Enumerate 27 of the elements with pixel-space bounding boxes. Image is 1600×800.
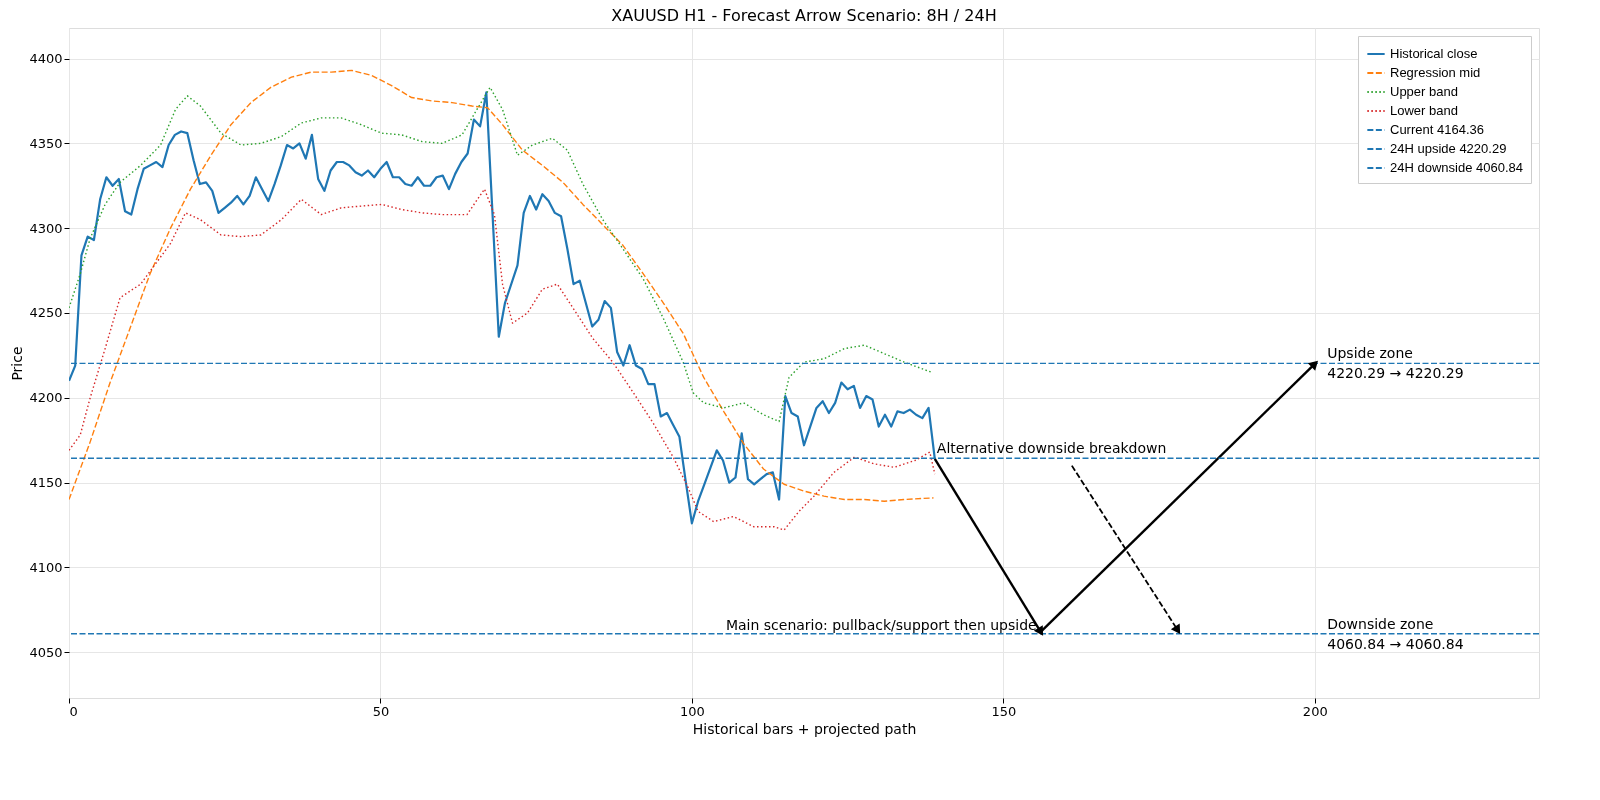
x-tick-label: 150 xyxy=(991,703,1017,719)
annotation: Upside zone 4220.29 → 4220.29 xyxy=(1327,345,1464,382)
x-tick-label: 200 xyxy=(1302,703,1328,719)
annotation: Main scenario: pullback/support then upside xyxy=(725,616,1037,633)
x-tick-label: 50 xyxy=(372,703,390,719)
x-axis-title: Historical bars + projected path xyxy=(692,720,917,737)
y-axis-title: Price xyxy=(9,346,26,381)
y-tick-label: 4150 xyxy=(29,475,63,491)
legend-label: 24H downside 4060.84 xyxy=(1390,160,1523,175)
x-tick-label: 100 xyxy=(679,703,705,719)
y-tick-label: 4400 xyxy=(29,51,63,67)
annotation: Alternative downside breakdown xyxy=(936,440,1167,457)
legend-label: 24H upside 4220.29 xyxy=(1390,141,1507,156)
y-tick-label: 4200 xyxy=(29,390,63,406)
y-tick-label: 4350 xyxy=(29,135,63,151)
legend-label: Historical close xyxy=(1390,46,1478,61)
y-tick-label: 4050 xyxy=(29,644,63,660)
x-tick-label: 0 xyxy=(69,703,78,719)
legend-label: Current 4164.36 xyxy=(1390,122,1484,137)
legend-label: Upper band xyxy=(1390,84,1458,99)
chart-title: XAUUSD H1 - Forecast Arrow Scenario: 8H / 24H xyxy=(611,6,997,25)
legend-label: Regression mid xyxy=(1390,65,1481,80)
y-tick-label: 4250 xyxy=(29,305,63,321)
legend-label: Lower band xyxy=(1390,103,1458,118)
annotation: Downside zone 4060.84 → 4060.84 xyxy=(1327,615,1464,652)
y-tick-label: 4100 xyxy=(29,559,63,575)
y-tick-label: 4300 xyxy=(29,220,63,236)
